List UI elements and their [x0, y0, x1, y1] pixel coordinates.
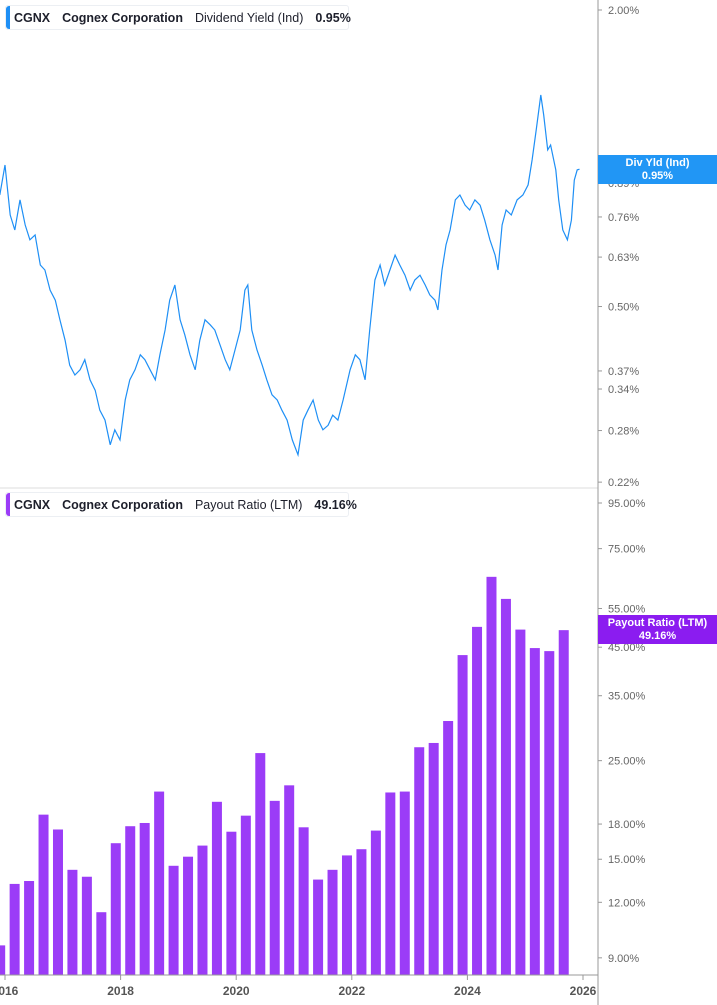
y-tick-label: 12.00% — [608, 897, 646, 909]
payout-bar — [154, 791, 165, 975]
payout-bar — [96, 912, 107, 975]
payout-bars — [0, 576, 569, 975]
y-tick-label: 18.00% — [608, 819, 646, 831]
x-tick-label: 2020 — [223, 984, 250, 998]
payout-bar — [472, 626, 483, 975]
payout-bar — [370, 830, 381, 975]
payout-bar — [313, 879, 324, 975]
payout-bar — [428, 742, 439, 975]
x-tick-label: 2018 — [107, 984, 134, 998]
y-tick-label: 95.00% — [608, 498, 646, 510]
payout-bar — [544, 651, 555, 975]
y-tick-label: 75.00% — [608, 544, 646, 556]
payout-bar — [197, 845, 208, 975]
tag-label: Payout Ratio (LTM) — [607, 617, 708, 629]
x-tick-label: 2026 — [570, 984, 597, 998]
payout-bar — [515, 629, 526, 975]
payout-bar — [24, 881, 35, 975]
payout-bar — [139, 822, 150, 975]
legend-company: Cognex Corporation — [62, 10, 183, 25]
y-tick-label: 0.28% — [608, 426, 639, 438]
y-tick-label: 2.00% — [608, 5, 639, 17]
y-tick-label: 0.63% — [608, 252, 639, 264]
payout-bar — [125, 826, 136, 975]
payout-bar — [529, 648, 540, 975]
y-tick-label: 15.00% — [608, 854, 646, 866]
payout-bar — [284, 785, 295, 975]
payout-bar — [255, 753, 266, 975]
legend-ticker: CGNX — [14, 10, 51, 25]
payout-bar — [168, 865, 179, 975]
payout-bar — [356, 849, 367, 975]
y-tick-label: 0.50% — [608, 302, 639, 314]
x-tick-label: 2022 — [338, 984, 365, 998]
payout-bar — [486, 576, 497, 975]
payout-bar — [385, 792, 396, 975]
payout-bar — [226, 831, 237, 975]
y-tick-label: 0.37% — [608, 366, 639, 378]
payout-bar — [211, 801, 222, 975]
dividend-yield-line — [0, 94, 580, 458]
tag-label: Div Yld (Ind) — [625, 157, 690, 169]
y-tick-label: 55.00% — [608, 603, 646, 615]
yield-value-tag: Div Yld (Ind) 0.95% — [598, 155, 717, 184]
legend-metric: Payout Ratio (LTM) — [194, 497, 303, 512]
tag-value: 0.95% — [641, 170, 674, 182]
payout-bar — [9, 883, 20, 975]
payout-bar — [240, 815, 251, 975]
bottom-y-axis: 95.00% 75.00% 55.00% 45.00% 35.00% 25.00% 18.0… — [598, 498, 646, 965]
x-tick-label: 2024 — [454, 984, 481, 998]
top-legend: CGNX Cognex Corporation Dividend Yield (… — [5, 5, 351, 30]
payout-bar — [298, 827, 309, 975]
payout-value-tag: Payout Ratio (LTM) 49.16% — [598, 615, 717, 644]
payout-bar — [52, 829, 63, 975]
y-tick-label: 0.22% — [608, 477, 639, 489]
payout-bar — [414, 747, 425, 975]
y-tick-label: 35.00% — [608, 691, 646, 703]
y-tick-label: 25.00% — [608, 756, 646, 768]
payout-bar — [0, 945, 6, 975]
payout-bar — [110, 843, 121, 975]
x-axis: 2016 2018 2020 2022 2024 2026 — [0, 975, 597, 998]
x-tick-label: 2016 — [0, 984, 19, 998]
legend-color-swatch — [6, 493, 10, 516]
y-tick-label: 9.00% — [608, 953, 639, 965]
payout-bar — [500, 598, 511, 975]
y-tick-label: 0.34% — [608, 384, 639, 396]
payout-bar — [81, 876, 92, 975]
legend-value: 0.95% — [315, 10, 351, 25]
legend-ticker: CGNX — [14, 497, 51, 512]
payout-bar — [38, 814, 49, 975]
payout-bar — [457, 655, 468, 975]
bottom-legend: CGNX Cognex Corporation Payout Ratio (LT… — [5, 492, 357, 517]
payout-bar — [399, 791, 410, 975]
top-y-axis: 2.00%1.00%0.89%0.76%0.63%0.50%0.37%0.34%… — [598, 5, 639, 489]
payout-bar — [341, 855, 352, 975]
payout-bar — [269, 800, 280, 975]
y-tick-label: 0.76% — [608, 212, 639, 224]
payout-bar — [327, 869, 338, 975]
legend-company: Cognex Corporation — [62, 497, 183, 512]
payout-bar — [558, 630, 569, 975]
y-tick-label: 45.00% — [608, 642, 646, 654]
payout-bar — [183, 856, 194, 975]
legend-metric: Dividend Yield (Ind) — [194, 10, 304, 25]
payout-bar — [443, 721, 454, 975]
payout-bar — [67, 869, 78, 975]
legend-color-swatch — [6, 6, 10, 29]
legend-value: 49.16% — [314, 497, 357, 512]
tag-value: 49.16% — [638, 630, 677, 642]
